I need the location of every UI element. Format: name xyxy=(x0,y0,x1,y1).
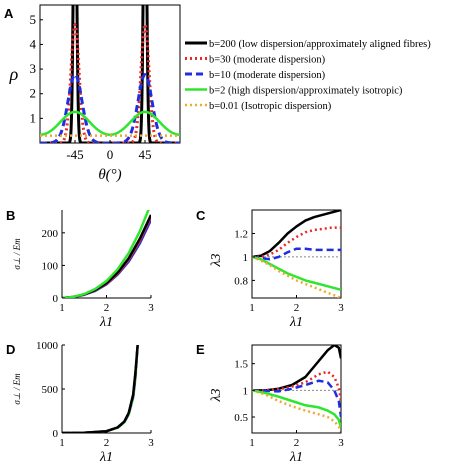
axes-b: 1 2 3 0 100 200 λ1 σ⊥ / Em xyxy=(12,210,154,330)
y-tick-label: 100 xyxy=(42,260,59,272)
x-tick-label: 3 xyxy=(338,302,344,314)
y-tick-label: 1000 xyxy=(36,340,59,352)
panel-letter: C xyxy=(196,208,206,223)
y-axis-label: λ3 xyxy=(209,388,224,402)
legend: b=200 (low dispersion/approximately alig… xyxy=(185,39,431,112)
legend-label: b=200 (low dispersion/approximately alig… xyxy=(209,39,431,50)
legend-label: b=0.01 (Isotropic dispersion) xyxy=(209,101,332,112)
series-line xyxy=(252,255,341,291)
series-line xyxy=(252,389,341,429)
x-tick-label: 1 xyxy=(249,437,255,449)
series-group xyxy=(40,5,180,143)
panel-letter: D xyxy=(6,342,15,357)
x-tick-label: -45 xyxy=(66,147,83,162)
y-tick-label: 0.8 xyxy=(234,275,248,287)
y-tick-label: 1 xyxy=(30,110,37,125)
panel-e: 1 2 3 0.5 1 1.5 λ1 λ3 xyxy=(209,344,344,465)
x-tick-label: 3 xyxy=(148,437,154,449)
panel-letter: B xyxy=(6,208,15,223)
y-axis-label: ρ xyxy=(9,64,19,84)
series-line xyxy=(252,226,341,259)
series-line xyxy=(252,370,341,402)
x-tick-label: 2 xyxy=(294,437,300,449)
series-line xyxy=(62,345,139,433)
x-axis-label: λ1 xyxy=(289,450,303,465)
y-tick-label: 1 xyxy=(243,385,249,397)
legend-label: b=2 (high dispersion/approximately isotr… xyxy=(209,86,403,97)
x-axis-label: λ1 xyxy=(99,450,113,465)
axes-frame xyxy=(251,344,342,434)
y-axis-label: σ⊥ / Em xyxy=(12,373,22,405)
panel-c: 1 2 3 0.8 1 1.2 λ1 λ3 xyxy=(209,209,344,330)
series-line xyxy=(252,379,341,418)
panel-letter: E xyxy=(196,342,205,357)
x-tick-label: 3 xyxy=(338,437,344,449)
y-tick-label: 4 xyxy=(30,36,37,51)
series-line xyxy=(252,389,341,433)
y-axis-label: λ3 xyxy=(209,253,224,267)
y-tick-label: 3 xyxy=(30,61,37,76)
y-tick-label: 0 xyxy=(53,293,59,305)
x-tick-label: 45 xyxy=(139,147,152,162)
x-axis-label: λ1 xyxy=(99,315,113,330)
y-tick-label: 1 xyxy=(243,252,249,264)
y-tick-label: 5 xyxy=(30,12,37,27)
legend-label: b=30 (moderate dispersion) xyxy=(209,55,326,66)
series-line xyxy=(62,215,151,298)
y-tick-label: 1.2 xyxy=(234,228,248,240)
y-tick-label: 500 xyxy=(42,384,59,396)
x-tick-label: 0 xyxy=(107,147,114,162)
series-line xyxy=(40,73,180,143)
series-line xyxy=(252,210,341,259)
series-group xyxy=(62,210,151,298)
series-line xyxy=(252,247,341,261)
axes-d: 1 2 3 0 500 1000 λ1 σ⊥ / Em xyxy=(12,340,154,465)
y-axis-label: σ⊥ / Em xyxy=(12,238,22,270)
series-line xyxy=(62,210,150,298)
x-axis-label: λ1 xyxy=(289,315,303,330)
y-tick-label: 2 xyxy=(30,86,37,101)
panel-d: 1 2 3 0 500 1000 λ1 σ⊥ / Em xyxy=(12,340,154,465)
panel-b: 1 2 3 0 100 200 λ1 σ⊥ / Em xyxy=(12,210,154,330)
series-group xyxy=(62,345,139,433)
x-tick-label: 1 xyxy=(59,302,65,314)
x-tick-label: 3 xyxy=(148,302,154,314)
axes-c: 1 2 3 0.8 1 1.2 λ1 λ3 xyxy=(209,209,344,330)
y-tick-label: 0 xyxy=(53,428,59,440)
axes-e: 1 2 3 0.5 1 1.5 λ1 λ3 xyxy=(209,344,344,465)
y-tick-label: 0.5 xyxy=(234,412,248,424)
series-group xyxy=(252,345,341,433)
series-group xyxy=(252,210,341,298)
x-tick-label: 2 xyxy=(104,437,110,449)
y-tick-label: 1.5 xyxy=(234,359,248,371)
y-tick-label: 200 xyxy=(42,228,59,240)
x-tick-label: 1 xyxy=(59,437,65,449)
series-line xyxy=(252,255,341,298)
panel-letter: A xyxy=(4,6,14,21)
series-line xyxy=(40,23,180,143)
legend-label: b=10 (moderate dispersion) xyxy=(209,70,326,81)
series-line xyxy=(62,219,151,298)
x-tick-label: 2 xyxy=(104,302,110,314)
x-tick-label: 2 xyxy=(294,302,300,314)
x-axis-label: θ(°) xyxy=(98,167,121,183)
x-tick-label: 1 xyxy=(249,302,255,314)
